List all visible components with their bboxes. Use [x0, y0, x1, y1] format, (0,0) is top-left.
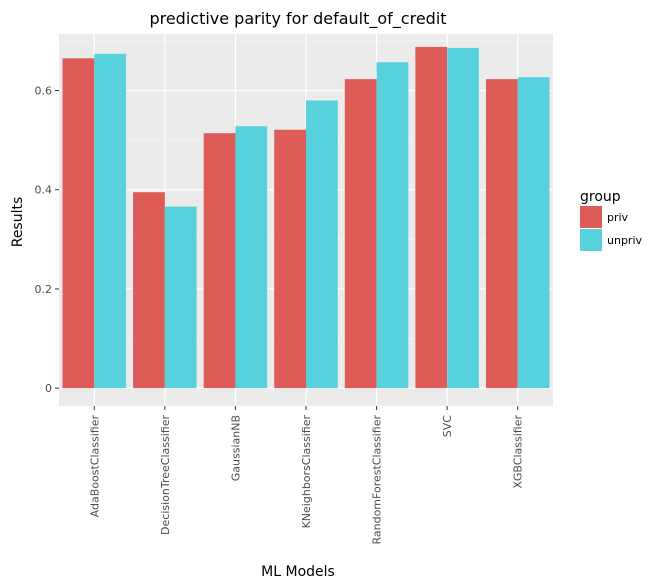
bar-priv-RandomForestClassifier: [344, 79, 377, 389]
bar-priv-KNeighborsClassifier: [274, 129, 306, 389]
bar-unpriv-SVC: [447, 47, 479, 389]
bar-unpriv-XGBClassifier: [517, 77, 550, 389]
x-axis: AdaBoostClassifier DecisionTreeClassifier…: [88, 406, 525, 545]
legend: group priv unpriv: [580, 189, 643, 251]
legend-key-priv: [580, 206, 602, 228]
bar-priv-AdaBoostClassifier: [62, 58, 95, 389]
y-axis: 0 0.2 0.4 0.6: [35, 85, 59, 395]
chart-title: predictive parity for default_of_credit: [149, 9, 446, 29]
bar-unpriv-KNeighborsClassifier: [306, 100, 338, 389]
x-tick-label: SVC: [441, 415, 454, 438]
y-tick-label: 0.6: [35, 85, 53, 98]
bar-unpriv-DecisionTreeClassifier: [164, 206, 197, 389]
x-tick-label: KNeighborsClassifier: [300, 415, 313, 529]
bar-priv-GaussianNB: [203, 133, 236, 389]
bar-unpriv-AdaBoostClassifier: [94, 53, 127, 389]
y-axis-title: Results: [10, 197, 26, 248]
y-tick-label: 0.2: [35, 283, 53, 296]
x-tick-label: GaussianNB: [229, 415, 242, 481]
x-tick-label: AdaBoostClassifier: [88, 415, 101, 518]
bar-unpriv-RandomForestClassifier: [376, 62, 409, 389]
x-axis-title: ML Models: [261, 564, 335, 580]
x-tick-label: XGBClassifier: [512, 415, 525, 489]
bar-priv-SVC: [415, 46, 448, 389]
legend-label-unpriv: unpriv: [607, 234, 643, 247]
bar-priv-DecisionTreeClassifier: [133, 192, 165, 389]
x-tick-label: RandomForestClassifier: [371, 415, 384, 545]
legend-label-priv: priv: [607, 211, 629, 224]
y-tick-label: 0.4: [35, 184, 53, 197]
x-tick-label: DecisionTreeClassifier: [159, 415, 172, 535]
bar-unpriv-GaussianNB: [235, 126, 268, 389]
legend-key-unpriv: [580, 229, 602, 251]
y-tick-label: 0: [45, 382, 52, 395]
bar-priv-XGBClassifier: [485, 79, 518, 389]
legend-title: group: [580, 189, 621, 205]
bars: [62, 46, 550, 389]
